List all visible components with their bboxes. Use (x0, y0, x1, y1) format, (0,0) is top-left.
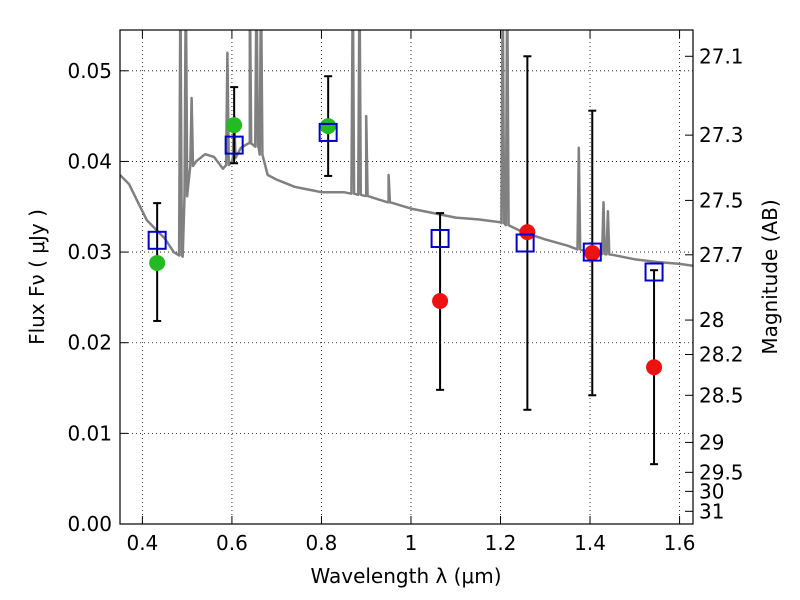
x-tick-label: 1 (405, 531, 418, 555)
y2-tick-label: 27.7 (699, 243, 744, 267)
y2-tick-label: 28.2 (699, 342, 744, 366)
y-tick-label: 0.02 (67, 331, 112, 355)
x-axis-ticks: 0.4 0.6 0.8 1 1.2 1.4 1.6 (126, 30, 695, 555)
y2-tick-label: 30 (699, 479, 724, 503)
green-observed-point (149, 254, 166, 271)
model-box-point (147, 230, 167, 250)
y2-tick-label: 27.5 (699, 188, 744, 212)
x-tick-label: 1.2 (485, 531, 517, 555)
model-box-point (430, 228, 450, 248)
observed-point-layer (149, 117, 663, 376)
x-tick-label: 0.8 (306, 531, 338, 555)
y2-tick-label: 27.1 (699, 44, 744, 68)
y2-tick-label: 29.5 (699, 460, 744, 484)
model-box-point (515, 233, 535, 253)
y-tick-label: 0.04 (67, 149, 112, 173)
y-tick-label: 0.00 (67, 512, 112, 536)
model-box-point (224, 135, 244, 155)
y2-tick-label: 31 (699, 499, 724, 523)
grid-lines (120, 30, 693, 525)
x-tick-label: 0.4 (126, 531, 158, 555)
y2-tick-label: 29 (699, 430, 724, 454)
x-tick-label: 1.6 (664, 531, 696, 555)
green-observed-point (226, 117, 243, 134)
y2-tick-label: 27.3 (699, 123, 744, 147)
model-box-point (582, 242, 602, 262)
spectrum-line (120, 30, 693, 267)
x-axis-title: Wavelength λ (μm) (310, 564, 501, 588)
y2-axis-title: Magnitude (AB) (758, 199, 782, 354)
spectrum-layer (120, 30, 693, 267)
green-observed-point (320, 118, 337, 135)
red-observed-point (432, 293, 449, 310)
model-box-layer (147, 122, 664, 282)
x-tick-label: 1.4 (574, 531, 606, 555)
model-box-point (644, 262, 664, 282)
y2-tick-label: 28.5 (699, 383, 744, 407)
y2-tick-label: 28 (699, 308, 724, 332)
plot-frame (119, 29, 694, 525)
y-tick-label: 0.05 (67, 59, 112, 83)
model-box-point (318, 122, 338, 142)
y-axis-ticks: 0.00 0.01 0.02 0.03 0.04 0.05 (67, 59, 128, 536)
y-tick-label: 0.01 (67, 421, 112, 445)
red-observed-point (584, 244, 601, 261)
x-tick-label: 0.6 (216, 531, 248, 555)
red-observed-point (519, 224, 536, 241)
red-observed-point (646, 359, 663, 376)
y-tick-label: 0.03 (67, 240, 112, 264)
y-axis-title: Flux Fν ( μJy ) (25, 209, 49, 345)
